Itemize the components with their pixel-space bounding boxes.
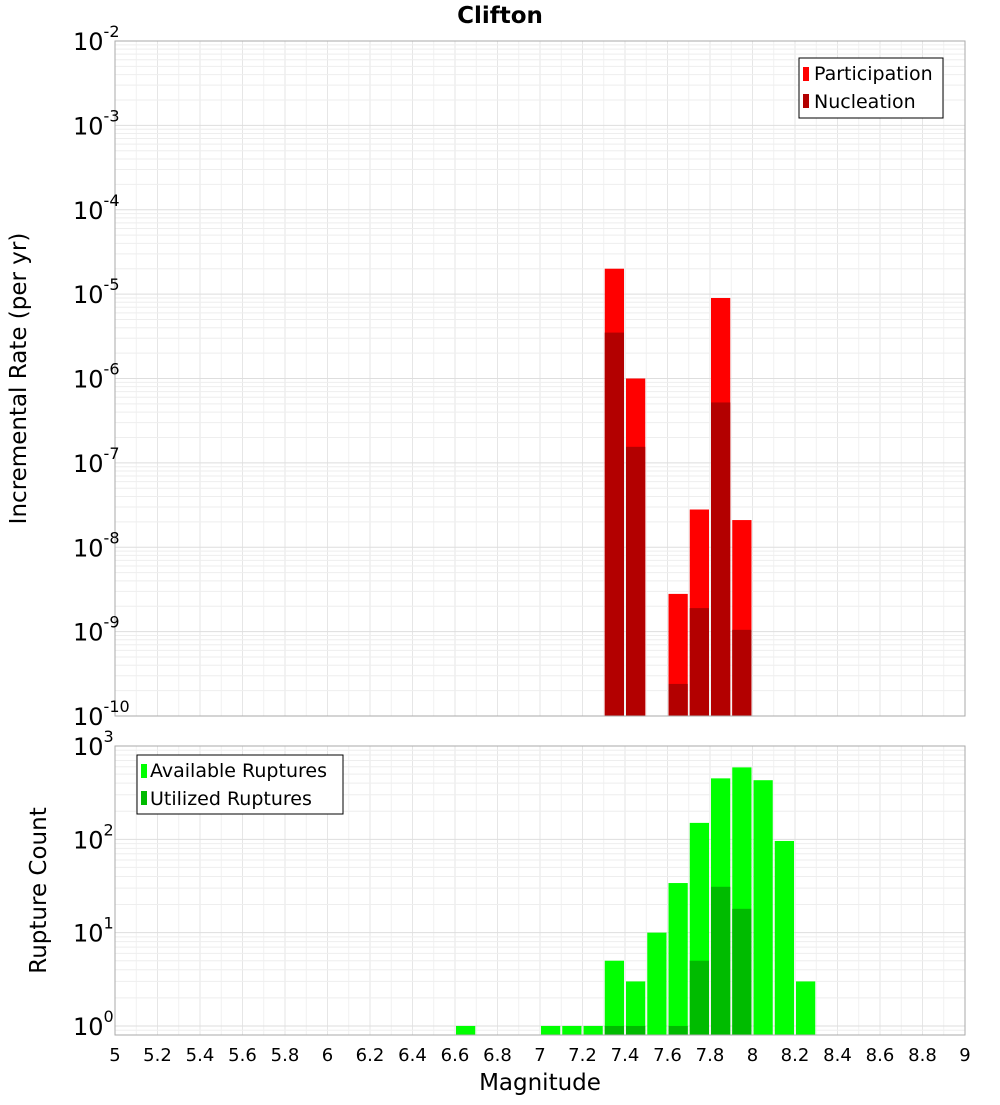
y-tick-label: 102: [73, 820, 114, 854]
bar-nucleation-m7_35: [604, 332, 624, 716]
bar-nucleation-m7_75: [689, 608, 709, 716]
x-tick-label: 7.6: [653, 1045, 682, 1066]
x-tick-label: 8.6: [866, 1045, 895, 1066]
bar-available-ruptures-m7_35: [604, 960, 624, 1035]
y-tick-label: 10-3: [73, 106, 120, 140]
legend-label-utilized-ruptures: Utilized Ruptures: [150, 788, 312, 810]
x-tick-label: 5: [109, 1045, 120, 1066]
bottom-plot-frame: [114, 745, 966, 1036]
y-tick-label: 10-9: [73, 613, 120, 647]
bottom-bars: [456, 767, 816, 1035]
top-grid: [114, 41, 966, 717]
top-y-ticks: 10-2 10-3 10-4 10-5 10-6 10-7 10-8 10-9 10-10: [73, 22, 130, 731]
bar-utilized-ruptures-m7_65: [668, 1025, 688, 1035]
x-tick-label: 5.2: [143, 1045, 172, 1066]
bottom-legend: Available Ruptures Utilized Ruptures: [136, 754, 344, 815]
y-tick-label: 10-8: [73, 528, 120, 562]
x-tick-label: 6.8: [483, 1045, 512, 1066]
x-tick-label: 8.2: [781, 1045, 810, 1066]
bar-utilized-ruptures-m7_35: [604, 1025, 624, 1035]
y-tick-label: 10-5: [73, 275, 120, 309]
bar-utilized-ruptures-m7_85: [711, 886, 731, 1035]
bar-available-ruptures-m8_05: [753, 780, 773, 1035]
top-plot-frame: [114, 40, 966, 717]
x-tick-label: 7.8: [696, 1045, 725, 1066]
x-tick-label: 6.2: [356, 1045, 385, 1066]
legend-swatch-participation: [803, 67, 809, 81]
bar-available-ruptures-m7_25: [583, 1025, 603, 1035]
x-tick-label: 6.6: [441, 1045, 470, 1066]
legend-swatch-available-ruptures: [141, 764, 147, 778]
legend-swatch-utilized-ruptures: [141, 791, 147, 805]
bottom-legend-box: [136, 754, 344, 815]
bottom-x-ticks: 5 5.2 5.4 5.6 5.8 6 6.2 6.4 6.6 6.8 7 7.2 7.4 7.6 7.8 8…: [109, 1045, 970, 1066]
top-bars: [604, 268, 752, 716]
top-legend-box: [798, 57, 944, 119]
x-tick-label: 8: [747, 1045, 758, 1066]
bar-nucleation-m7_45: [626, 446, 646, 716]
bar-nucleation-m7_95: [732, 629, 752, 716]
legend-label-nucleation: Nucleation: [814, 91, 916, 113]
x-tick-label: 9: [959, 1045, 970, 1066]
top-panel: 10-2 10-3 10-4 10-5 10-6 10-7 10-8 10-9 10-10 In…: [6, 22, 966, 731]
y-tick-label: 10-7: [73, 444, 120, 478]
y-tick-label: 10-2: [73, 22, 120, 56]
x-axis-label: Magnitude: [479, 1070, 601, 1096]
y-tick-label: 10-6: [73, 360, 120, 394]
bar-available-ruptures-m8_15: [774, 840, 794, 1035]
x-tick-label: 7: [534, 1045, 545, 1066]
x-tick-label: 6: [322, 1045, 333, 1066]
x-tick-label: 7.2: [568, 1045, 597, 1066]
bottom-y-axis-label: Rupture Count: [26, 807, 52, 973]
bar-available-ruptures-m7_65: [668, 883, 688, 1035]
bar-nucleation-m7_85: [711, 402, 731, 716]
top-legend: Participation Nucleation: [798, 57, 944, 119]
chart-title: Clifton: [457, 3, 543, 29]
x-tick-label: 7.4: [611, 1045, 640, 1066]
bottom-panel: 103 102 101 100 5 5.2 5.4 5.6 5.8 6 6.2 6.4 6.6 6.8 7…: [26, 727, 971, 1096]
bottom-y-ticks: 103 102 101 100: [73, 727, 114, 1041]
bar-utilized-ruptures-m7_95: [732, 908, 752, 1035]
bar-available-ruptures-m7_45: [626, 981, 646, 1035]
bar-available-ruptures-m7_05: [541, 1025, 561, 1035]
bar-utilized-ruptures-m7_75: [689, 960, 709, 1035]
legend-swatch-nucleation: [803, 94, 809, 108]
y-tick-label: 10-4: [73, 191, 120, 225]
y-tick-label: 10-10: [73, 697, 130, 731]
bar-available-ruptures-m6_65: [456, 1025, 476, 1035]
legend-label-participation: Participation: [814, 63, 933, 85]
bar-nucleation-m7_65: [668, 683, 688, 716]
bar-utilized-ruptures-m7_45: [626, 1025, 646, 1035]
x-tick-label: 6.4: [398, 1045, 427, 1066]
x-tick-label: 5.6: [228, 1045, 257, 1066]
y-tick-label: 103: [73, 727, 114, 761]
y-tick-label: 101: [73, 914, 114, 948]
x-tick-label: 5.4: [186, 1045, 215, 1066]
legend-label-available-ruptures: Available Ruptures: [150, 760, 327, 782]
x-tick-label: 8.8: [908, 1045, 937, 1066]
bar-available-ruptures-m7_15: [562, 1025, 582, 1035]
bar-available-ruptures-m8_25: [796, 981, 816, 1035]
x-tick-label: 5.8: [271, 1045, 300, 1066]
bar-available-ruptures-m7_55: [647, 932, 667, 1035]
top-y-axis-label: Incremental Rate (per yr): [6, 233, 32, 525]
y-tick-label: 100: [73, 1007, 114, 1041]
x-tick-label: 8.4: [823, 1045, 852, 1066]
